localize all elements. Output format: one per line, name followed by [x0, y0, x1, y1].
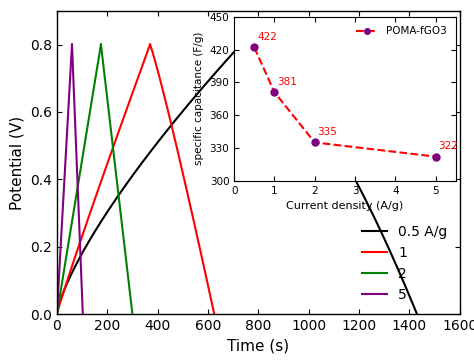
Line: 5: 5: [57, 44, 72, 314]
2: [54, 312, 60, 316]
Y-axis label: Potential (V): Potential (V): [9, 116, 25, 209]
2: [94, 64, 100, 69]
Line: 0.5 A/g: 0.5 A/g: [57, 44, 241, 314]
2: [63, 260, 68, 265]
0.5 A/g: [87, 238, 92, 243]
Line: 2: 2: [57, 44, 101, 314]
0.5 A/g: [101, 214, 107, 219]
0.5 A/g: [54, 312, 60, 316]
5: [54, 312, 60, 316]
1: [133, 83, 138, 87]
2: [80, 151, 86, 156]
1: [111, 143, 117, 147]
5: [69, 42, 75, 47]
2: [77, 173, 82, 177]
1: [55, 311, 60, 315]
5: [63, 151, 69, 156]
1: [147, 42, 153, 47]
1: [54, 312, 60, 316]
5: [68, 56, 74, 60]
5: [57, 249, 63, 254]
2: [98, 42, 104, 47]
1: [138, 66, 144, 71]
2: [96, 56, 101, 60]
5: [62, 173, 67, 177]
0.5 A/g: [163, 131, 168, 135]
0.5 A/g: [137, 163, 143, 168]
0.5 A/g: [238, 42, 244, 47]
Legend: 0.5 A/g, 1, 2, 5: 0.5 A/g, 1, 2, 5: [356, 219, 453, 307]
2: [64, 249, 70, 254]
1: [109, 147, 115, 152]
0.5 A/g: [192, 94, 198, 98]
5: [57, 260, 63, 265]
0.5 A/g: [177, 113, 182, 117]
Line: 1: 1: [57, 44, 150, 314]
X-axis label: Time (s): Time (s): [227, 339, 290, 353]
5: [68, 64, 73, 69]
1: [109, 148, 115, 152]
